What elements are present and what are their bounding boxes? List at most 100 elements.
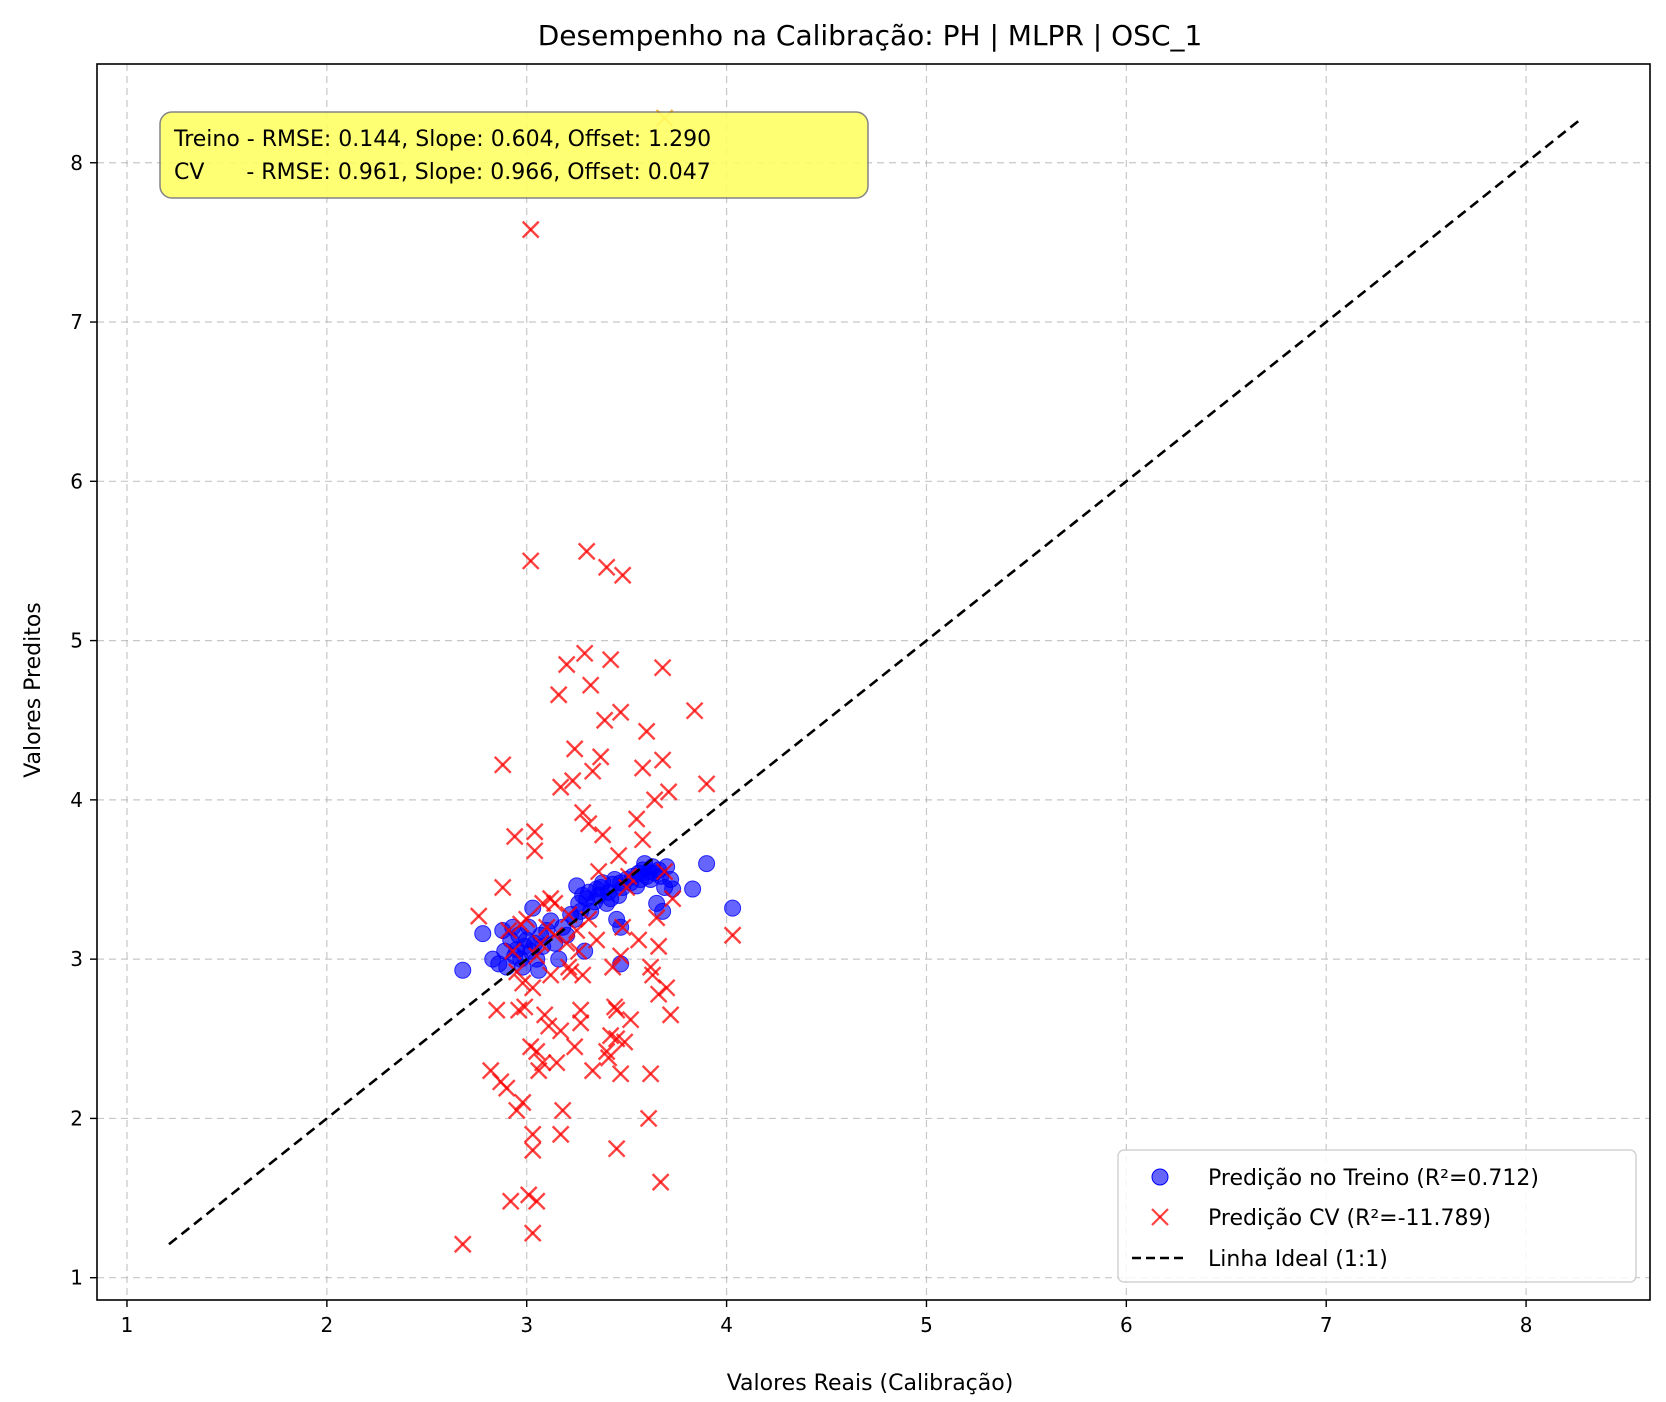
y-tick-label: 6 xyxy=(70,469,83,493)
cv-point xyxy=(611,947,630,965)
cv-point xyxy=(497,1079,516,1098)
x-tick-label: 6 xyxy=(1120,1313,1133,1337)
cv-point xyxy=(531,934,550,953)
cv-point xyxy=(655,862,674,881)
cv-point xyxy=(611,703,630,722)
grid xyxy=(97,64,1650,1300)
cv-point xyxy=(571,1001,590,1019)
cv-point xyxy=(723,926,742,945)
train-point xyxy=(524,899,542,917)
x-tick-label: 7 xyxy=(1320,1313,1333,1337)
cv-point xyxy=(565,740,584,758)
cv-point xyxy=(651,1173,670,1191)
cv-point xyxy=(641,1064,660,1083)
y-axis-label: Valores Preditos xyxy=(21,602,46,778)
cv-point xyxy=(613,566,632,585)
cv-point xyxy=(565,1037,584,1056)
y-tick-label: 1 xyxy=(70,1266,83,1290)
cv-point xyxy=(505,827,524,846)
train-point xyxy=(612,918,630,936)
cv-point xyxy=(469,907,488,925)
cv-point xyxy=(613,918,632,937)
chart-title: Desempenho na Calibração: PH | MLPR | OS… xyxy=(538,19,1203,52)
y-tick-label: 3 xyxy=(70,947,83,971)
cv-point xyxy=(647,908,666,927)
cv-point xyxy=(557,934,576,953)
y-tick-label: 7 xyxy=(70,310,83,334)
x-tick-label: 1 xyxy=(121,1313,134,1337)
cv-point xyxy=(633,830,652,849)
plot-frame xyxy=(96,63,1651,1301)
legend: Predição no Treino (R²=0.712) Predição C… xyxy=(1117,1149,1637,1283)
annotation-line-cv: CV - RMSE: 0.961, Slope: 0.966, Offset: … xyxy=(174,160,711,185)
cv-point xyxy=(653,658,672,677)
cv-point xyxy=(685,701,704,720)
cv-point xyxy=(627,810,646,828)
series-layer xyxy=(168,109,1583,1254)
cv-point xyxy=(553,1101,572,1120)
cv-point xyxy=(563,771,582,790)
cv-point xyxy=(637,722,656,741)
cv-point xyxy=(659,783,678,801)
cv-point xyxy=(535,1006,554,1024)
cv-point xyxy=(601,650,620,669)
legend-label-ideal: Linha Ideal (1:1) xyxy=(1208,1247,1388,1272)
cv-point xyxy=(591,748,610,766)
cv-point xyxy=(557,655,576,674)
cv-point xyxy=(527,947,546,965)
cv-point xyxy=(587,931,606,949)
cv-point xyxy=(569,942,588,961)
cv-point xyxy=(551,778,570,796)
legend-frame xyxy=(1117,1149,1637,1283)
cv-point xyxy=(499,921,518,940)
cv-point xyxy=(581,676,600,695)
cv-point xyxy=(545,894,564,913)
y-tick-label: 2 xyxy=(70,1106,83,1130)
cv-point xyxy=(629,931,648,949)
cv-point xyxy=(607,1001,626,1019)
cv-point xyxy=(493,755,512,774)
cv-point xyxy=(649,937,668,956)
cv-point xyxy=(507,1101,526,1120)
cv-point xyxy=(527,1192,546,1211)
legend-marker-train xyxy=(1151,1168,1169,1186)
metrics-annotation: Treino - RMSE: 0.144, Slope: 0.604, Offs… xyxy=(159,111,869,199)
cv-point xyxy=(597,1042,616,1061)
cv-point xyxy=(503,942,522,961)
cv-point xyxy=(523,1224,542,1242)
train-point xyxy=(454,961,472,979)
x-tick-label: 5 xyxy=(920,1313,933,1337)
y-tick-label: 4 xyxy=(70,788,83,812)
cv-point xyxy=(501,1192,520,1211)
annotation-background xyxy=(159,111,869,199)
cv-point xyxy=(523,978,542,997)
cv-point xyxy=(621,1010,640,1029)
ideal-line xyxy=(168,117,1583,1246)
cv-point xyxy=(523,1141,542,1160)
cv-point xyxy=(523,1125,542,1144)
cv-point xyxy=(579,814,598,833)
annotation-line-train: Treino - RMSE: 0.144, Slope: 0.604, Offs… xyxy=(173,127,711,152)
cv-point xyxy=(547,1053,566,1072)
cv-point xyxy=(549,685,568,704)
cv-point xyxy=(493,878,512,897)
cv-point xyxy=(583,762,602,781)
train-point xyxy=(724,899,742,917)
cv-point xyxy=(577,542,596,561)
cv-point xyxy=(595,711,614,730)
cv-point xyxy=(561,963,580,981)
cv-point xyxy=(571,1014,590,1032)
cv-point xyxy=(513,974,532,992)
cv-point xyxy=(593,826,612,844)
cv-point xyxy=(603,958,622,976)
cv-point xyxy=(533,1053,552,1072)
cv-point xyxy=(525,841,544,860)
ticks: 1 2 3 4 5 6 7 8 1 2 3 4 5 6 7 8 xyxy=(70,151,1532,1337)
cv-point xyxy=(521,220,540,239)
cv-point xyxy=(645,791,664,809)
cv-point xyxy=(697,775,716,793)
cv-point xyxy=(487,1001,506,1019)
cv-point xyxy=(515,998,534,1016)
cv-point xyxy=(639,1109,658,1128)
